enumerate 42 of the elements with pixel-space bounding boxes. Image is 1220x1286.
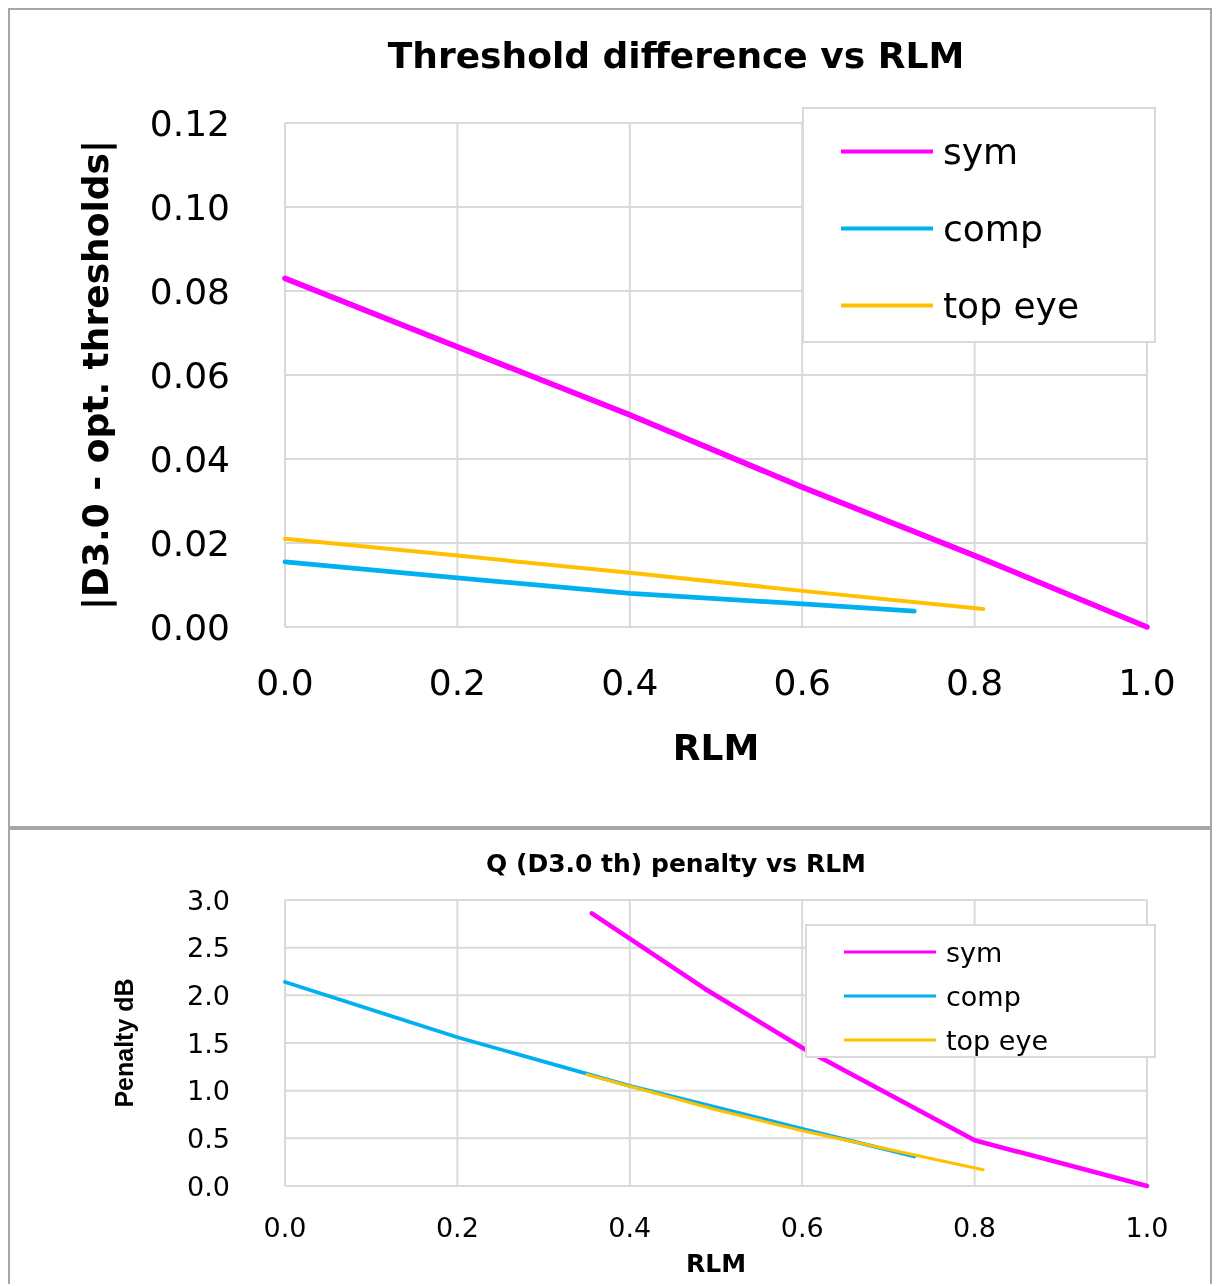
x-tick-label: 0.2: [428, 662, 487, 704]
chart-title: Threshold difference vs RLM: [387, 35, 965, 76]
legend-label: top eye: [946, 1024, 1049, 1056]
line-series: [585, 1072, 985, 1172]
x-axis-title: RLM: [672, 727, 760, 769]
x-tick-label: 0.6: [780, 1212, 824, 1244]
x-tick-label: 0.6: [773, 662, 831, 704]
y-tick-label: 0.12: [149, 102, 230, 144]
y-tick-label: 0.00: [149, 606, 230, 648]
y-tick-label: 0.08: [149, 270, 230, 312]
x-tick-label: 0.8: [945, 662, 1004, 704]
line-series: [589, 911, 1150, 1189]
x-tick-label: 0.4: [608, 1212, 652, 1244]
y-axis-title: Penalty dB: [110, 978, 138, 1108]
y-tick-label: 1.0: [187, 1075, 230, 1107]
legend-label: top eye: [943, 285, 1080, 326]
y-tick-label: 0.10: [149, 186, 230, 228]
y-tick-label: 0.02: [149, 522, 230, 564]
legend-label: comp: [946, 980, 1021, 1012]
y-tick-label: 0.5: [187, 1122, 230, 1154]
x-tick-label: 0.0: [263, 1212, 307, 1244]
line-series: [282, 559, 917, 614]
y-axis-title: |D3.0 - opt. thresholds|: [75, 139, 117, 611]
x-tick-label: 0.4: [601, 662, 659, 704]
legend-label: sym: [946, 936, 1003, 968]
x-tick-label: 0.0: [256, 662, 314, 704]
y-tick-label: 0.04: [149, 438, 230, 480]
x-tick-label: 1.0: [1118, 662, 1176, 704]
line-series: [283, 536, 986, 611]
y-tick-label: 1.5: [187, 1027, 230, 1059]
x-tick-label: 0.8: [953, 1212, 997, 1244]
x-tick-label: 1.0: [1125, 1212, 1169, 1244]
y-tick-label: 3.0: [187, 884, 230, 916]
y-tick-label: 2.0: [187, 979, 230, 1011]
y-tick-label: 0.06: [149, 354, 230, 396]
legend-label: sym: [943, 131, 1019, 172]
chart-title: Q (D3.0 th) penalty vs RLM: [486, 849, 866, 878]
x-axis-title: RLM: [685, 1249, 747, 1279]
y-tick-label: 0.0: [187, 1170, 230, 1202]
y-tick-label: 2.5: [187, 932, 230, 964]
legend-label: comp: [943, 208, 1043, 249]
x-tick-label: 0.2: [435, 1212, 479, 1244]
